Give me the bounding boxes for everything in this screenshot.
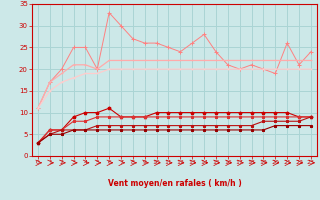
X-axis label: Vent moyen/en rafales ( km/h ): Vent moyen/en rafales ( km/h ) bbox=[108, 179, 241, 188]
